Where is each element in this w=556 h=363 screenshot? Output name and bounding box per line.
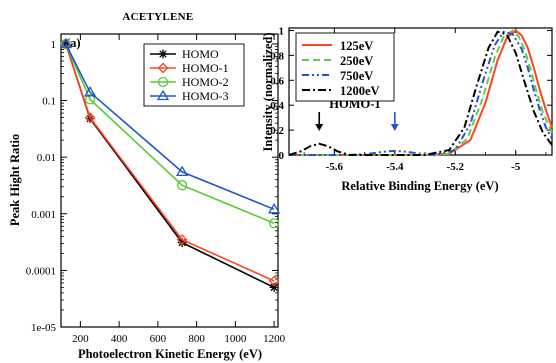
y-tick-label: 1e-05	[31, 322, 57, 334]
arrow-head	[390, 124, 399, 131]
data-point	[59, 37, 72, 49]
y-tick-label: 0.8	[270, 50, 284, 62]
x-tick-label: 200	[72, 333, 89, 345]
right-plot: 0 0.2 0.4 0.6 0.8 1 -5.6 -5.4 -5.2 -5 Relative Bin…	[261, 25, 553, 193]
data-point	[176, 234, 188, 246]
y-tick-label: 1	[51, 39, 57, 51]
x-tick-label: 800	[188, 333, 205, 345]
x-tick-label: 1000	[224, 333, 247, 345]
data-point	[267, 203, 281, 214]
y-tick-label: 0.0001	[26, 265, 56, 277]
legend-marker	[157, 76, 169, 88]
left-plot-frame	[60, 33, 279, 328]
series-line	[65, 43, 275, 282]
legend-label: HOMO-1	[182, 61, 229, 75]
legend-marker	[157, 62, 169, 74]
data-point	[269, 282, 279, 292]
series-line	[65, 43, 275, 225]
x-axis-label: Photoelectron Kinetic Energy (eV)	[78, 347, 262, 361]
y-tick-label: 0.6	[270, 75, 284, 87]
y-axis-label: Intensity (normalized)	[261, 32, 275, 151]
data-point	[84, 112, 96, 124]
x-tick-label: 600	[150, 333, 167, 345]
legend-label: HOMO-2	[182, 75, 229, 89]
data-point	[84, 94, 96, 105]
legend-marker	[156, 89, 170, 101]
legend-label: HOMO	[182, 47, 219, 61]
series-line	[289, 30, 553, 157]
y-tick-label: 0.1	[42, 96, 56, 108]
x-tick-label: -5.6	[326, 161, 344, 173]
y-axis-label: Peak Hight Ratio	[8, 134, 22, 226]
data-point	[268, 275, 280, 287]
x-tick-label: -5.4	[386, 161, 404, 173]
data-point	[268, 218, 280, 229]
y-tick-label: 0.001	[31, 209, 56, 221]
legend-marker	[158, 49, 168, 59]
legend-label: 750eV	[340, 69, 373, 83]
x-tick-label: 400	[111, 333, 128, 345]
y-tick-label: 1	[279, 25, 285, 37]
x-tick-label: -5.2	[447, 161, 465, 173]
series-line	[288, 30, 553, 156]
y-tick-label: 0	[279, 150, 285, 162]
legend-label: 250eV	[340, 54, 373, 68]
series-line	[65, 43, 275, 211]
data-point	[83, 86, 97, 97]
y-tick-label: 0.4	[270, 100, 284, 112]
y-tick-label: 0.01	[37, 152, 56, 164]
legend-label: HOMO-3	[182, 89, 229, 103]
arrow-head	[315, 124, 324, 131]
x-axis-label: Relative Binding Energy (eV)	[341, 179, 498, 193]
figure-title: ACETYLENE	[122, 11, 193, 23]
data-point	[175, 165, 189, 177]
legend-label: 1200eV	[340, 84, 380, 98]
legend-label: 125eV	[340, 39, 373, 53]
x-tick-label: -5	[511, 161, 521, 173]
x-tick-label: 1200	[263, 333, 286, 345]
y-tick-label: 0.2	[270, 125, 284, 137]
data-point	[176, 180, 188, 191]
